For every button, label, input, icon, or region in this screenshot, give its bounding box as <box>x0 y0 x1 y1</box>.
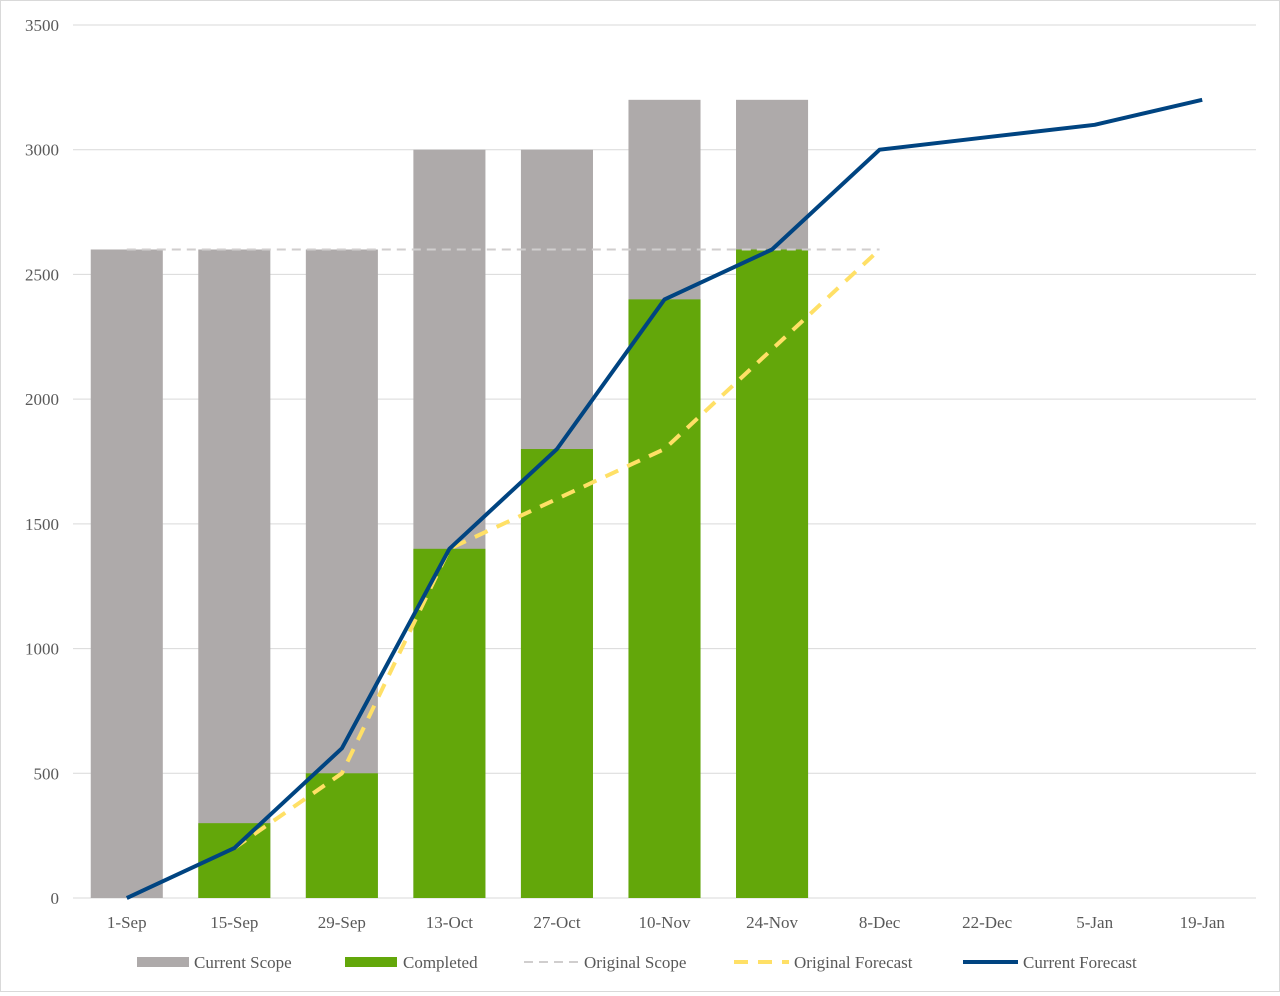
y-tick-label: 2500 <box>25 265 59 284</box>
x-tick-label: 29-Sep <box>318 913 366 932</box>
legend: Current Scope Completed Original Scope Orig… <box>137 953 1137 972</box>
series-lines <box>125 97 1203 900</box>
x-tick-label: 22-Dec <box>962 913 1012 932</box>
line-current-forecast <box>125 97 1203 900</box>
bar-completed <box>628 299 701 898</box>
x-tick-label: 5-Jan <box>1076 913 1113 932</box>
legend-label-current-forecast: Current Forecast <box>1023 953 1137 972</box>
x-tick-label: 27-Oct <box>533 913 580 932</box>
x-tick-label: 8-Dec <box>859 913 901 932</box>
bar-completed <box>413 548 486 898</box>
x-tick-label: 24-Nov <box>746 913 798 932</box>
legend-label-completed: Completed <box>403 953 478 972</box>
x-tick-label: 19-Jan <box>1180 913 1226 932</box>
bar-current-scope <box>198 249 271 898</box>
legend-label-original-scope: Original Scope <box>584 953 686 972</box>
x-tick-label: 10-Nov <box>639 913 691 932</box>
bar-current-scope <box>90 249 163 898</box>
x-tick-label: 13-Oct <box>426 913 473 932</box>
y-tick-label: 2000 <box>25 390 59 409</box>
x-axis-ticks: 1-Sep 15-Sep 29-Sep 13-Oct 27-Oct 10-Nov 24-No… <box>107 913 1225 932</box>
y-tick-label: 1000 <box>25 640 59 659</box>
y-axis-ticks: 0 500 1000 1500 2000 2500 3000 3500 <box>25 16 59 908</box>
legend-item-current-forecast: Current Forecast <box>963 953 1137 972</box>
legend-label-current-scope: Current Scope <box>194 953 292 972</box>
bar-completed <box>520 449 593 898</box>
legend-label-original-forecast: Original Forecast <box>794 953 913 972</box>
bar-completed <box>736 249 809 898</box>
y-tick-label: 1500 <box>25 515 59 534</box>
legend-item-current-scope: Current Scope <box>137 953 292 972</box>
legend-item-original-scope: Original Scope <box>524 953 686 972</box>
legend-swatch-current-scope <box>137 957 189 967</box>
y-tick-label: 0 <box>51 889 60 908</box>
y-tick-label: 3000 <box>25 141 59 160</box>
y-tick-label: 500 <box>34 764 60 783</box>
x-tick-label: 15-Sep <box>210 913 258 932</box>
line-original-forecast <box>233 248 881 850</box>
bar-completed <box>305 773 378 898</box>
legend-item-completed: Completed <box>345 953 478 972</box>
y-tick-label: 3500 <box>25 16 59 35</box>
bars <box>90 99 809 899</box>
legend-swatch-completed <box>345 957 397 967</box>
legend-item-original-forecast: Original Forecast <box>734 953 913 972</box>
x-tick-label: 1-Sep <box>107 913 147 932</box>
